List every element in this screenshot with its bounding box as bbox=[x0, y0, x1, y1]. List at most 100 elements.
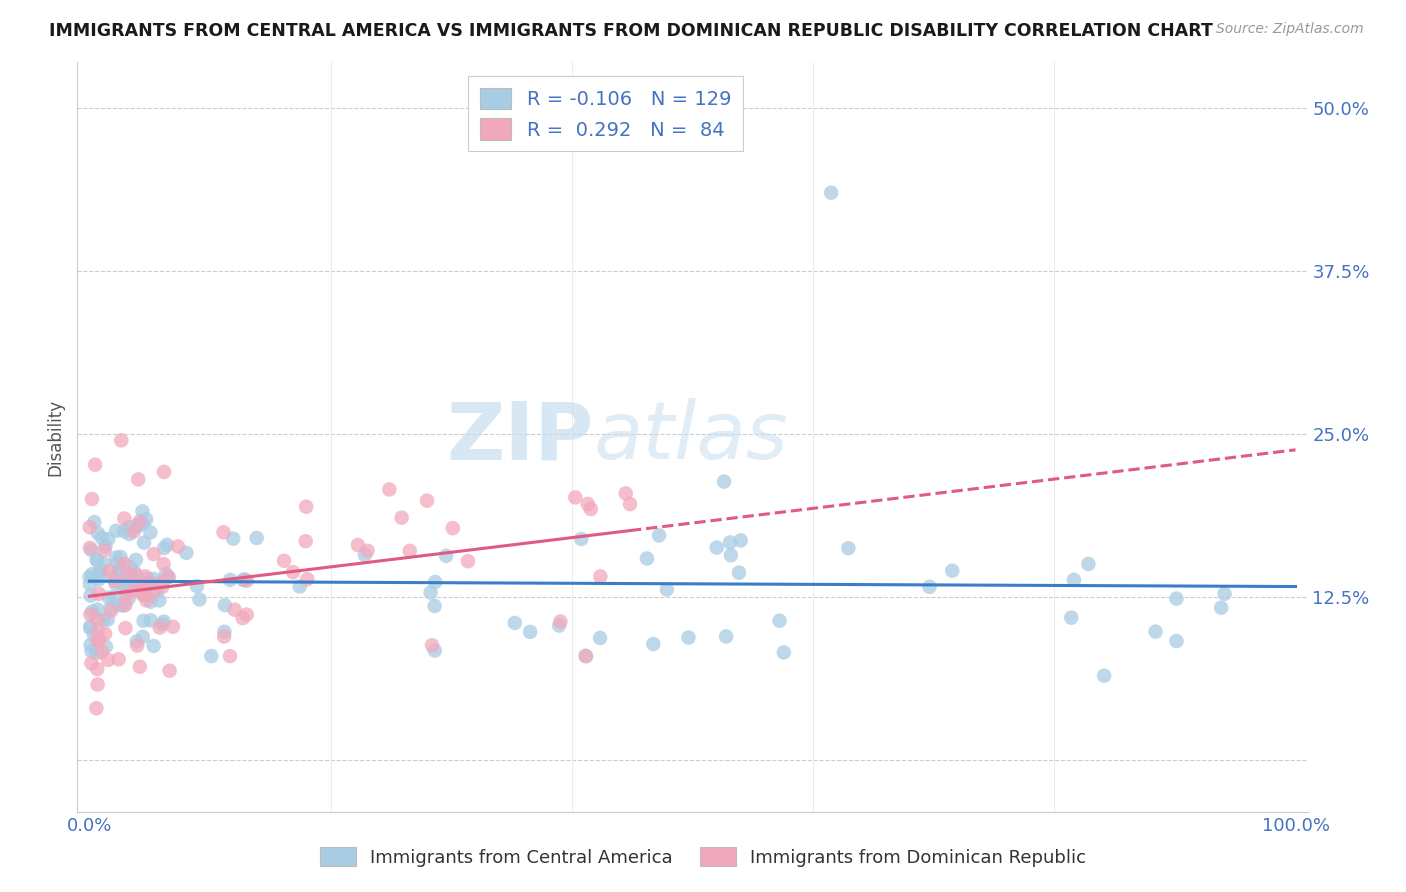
Point bbox=[295, 500, 318, 514]
Point bbox=[104, 574, 127, 589]
Point bbox=[575, 649, 598, 664]
Point bbox=[100, 604, 122, 618]
Point bbox=[419, 585, 441, 599]
Point bbox=[159, 664, 181, 678]
Point bbox=[347, 538, 370, 552]
Point bbox=[112, 557, 135, 571]
Point bbox=[97, 653, 120, 667]
Point bbox=[122, 580, 145, 594]
Point bbox=[569, 532, 592, 546]
Point bbox=[155, 566, 177, 581]
Point bbox=[89, 563, 111, 577]
Point bbox=[730, 533, 752, 548]
Point bbox=[86, 613, 108, 627]
Point bbox=[576, 497, 599, 511]
Point bbox=[150, 575, 173, 590]
Point bbox=[128, 659, 150, 673]
Point bbox=[768, 614, 790, 628]
Point bbox=[706, 541, 728, 555]
Point bbox=[589, 569, 612, 583]
Point bbox=[80, 644, 103, 658]
Point bbox=[212, 630, 235, 644]
Point bbox=[97, 613, 120, 627]
Point bbox=[115, 588, 138, 602]
Point bbox=[86, 662, 108, 676]
Point bbox=[125, 518, 148, 533]
Point bbox=[152, 557, 174, 571]
Y-axis label: Disability: Disability bbox=[46, 399, 65, 475]
Point bbox=[519, 624, 541, 639]
Point bbox=[273, 554, 295, 568]
Point bbox=[82, 567, 104, 582]
Point bbox=[728, 566, 751, 580]
Point bbox=[420, 638, 443, 652]
Point bbox=[212, 525, 235, 540]
Point bbox=[79, 577, 101, 591]
Point bbox=[141, 576, 163, 591]
Point bbox=[398, 544, 420, 558]
Point bbox=[416, 493, 439, 508]
Point bbox=[131, 582, 153, 597]
Point bbox=[434, 549, 457, 563]
Point bbox=[125, 634, 148, 648]
Point bbox=[87, 623, 110, 637]
Point bbox=[713, 475, 735, 489]
Point bbox=[423, 643, 446, 657]
Point bbox=[548, 618, 571, 632]
Point bbox=[153, 541, 176, 555]
Point bbox=[820, 186, 842, 200]
Point bbox=[82, 605, 104, 619]
Point bbox=[219, 649, 242, 664]
Point bbox=[131, 516, 153, 530]
Point bbox=[83, 515, 105, 529]
Point bbox=[918, 580, 941, 594]
Point bbox=[131, 582, 153, 596]
Point bbox=[294, 534, 316, 549]
Point bbox=[125, 553, 148, 567]
Point bbox=[100, 600, 122, 615]
Point bbox=[79, 520, 101, 534]
Point bbox=[235, 574, 257, 588]
Point bbox=[614, 486, 637, 500]
Point bbox=[550, 615, 572, 629]
Point bbox=[162, 620, 184, 634]
Point bbox=[153, 465, 176, 479]
Point bbox=[122, 524, 145, 539]
Point bbox=[86, 701, 108, 715]
Point bbox=[131, 585, 153, 599]
Point bbox=[148, 593, 170, 607]
Point bbox=[79, 541, 101, 555]
Point bbox=[86, 553, 108, 567]
Point bbox=[94, 539, 117, 553]
Point bbox=[125, 567, 148, 582]
Point bbox=[772, 645, 794, 659]
Point bbox=[356, 543, 378, 558]
Point bbox=[1144, 624, 1167, 639]
Point bbox=[718, 535, 741, 549]
Point bbox=[86, 677, 108, 691]
Point bbox=[1166, 591, 1188, 606]
Point bbox=[135, 512, 157, 526]
Point bbox=[589, 631, 612, 645]
Point bbox=[1213, 587, 1236, 601]
Point bbox=[110, 549, 132, 564]
Point bbox=[232, 573, 254, 587]
Point bbox=[214, 598, 236, 612]
Text: IMMIGRANTS FROM CENTRAL AMERICA VS IMMIGRANTS FROM DOMINICAN REPUBLIC DISABILITY: IMMIGRANTS FROM CENTRAL AMERICA VS IMMIG… bbox=[49, 22, 1213, 40]
Point bbox=[114, 573, 136, 587]
Point bbox=[108, 563, 131, 577]
Point bbox=[186, 579, 208, 593]
Point bbox=[503, 615, 526, 630]
Point bbox=[91, 613, 114, 627]
Point bbox=[101, 571, 124, 585]
Point bbox=[90, 531, 112, 545]
Point bbox=[297, 572, 319, 586]
Point bbox=[104, 576, 127, 591]
Point bbox=[79, 638, 101, 652]
Point bbox=[93, 558, 115, 572]
Point bbox=[134, 569, 156, 583]
Point bbox=[94, 640, 117, 654]
Point bbox=[79, 619, 101, 633]
Point bbox=[142, 572, 165, 586]
Point bbox=[127, 472, 149, 486]
